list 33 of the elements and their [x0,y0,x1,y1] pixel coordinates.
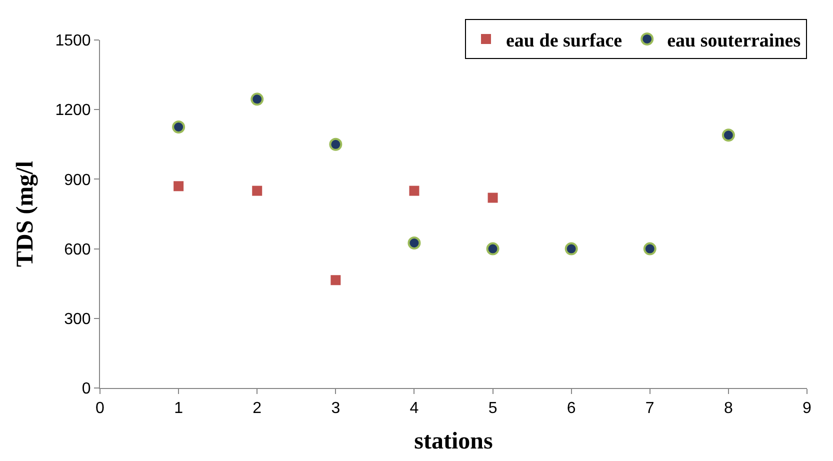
point [564,242,578,256]
x-axis-title: stations [414,428,493,454]
point [722,128,735,142]
y-axis-title: TDS (mg/l [12,160,38,268]
point [172,120,186,134]
point [329,138,342,151]
y-tick-label: 600 [64,241,91,258]
x-tick-label: 2 [252,400,262,418]
y-tick-label: 1500 [55,32,91,50]
point [408,236,421,250]
x-tick-label: 4 [410,400,419,418]
x-tick-label: 0 [96,400,105,418]
y-tick-label: 900 [64,172,91,189]
x-tick-label: 1 [174,400,184,418]
legend-label: eau de surface [506,30,622,52]
y-tick-label: 0 [82,380,91,398]
x-tick-label: 5 [488,400,498,418]
x-tick-label: 6 [566,400,576,418]
point [252,186,262,196]
point [330,275,341,286]
point [486,242,500,256]
point [409,186,420,196]
legend-label: eau souterraines [667,30,801,52]
point [488,192,498,203]
y-tick-label: 1200 [55,102,91,120]
point [250,92,264,106]
x-tick-label: 9 [802,400,812,418]
point [174,181,184,192]
x-tick-label: 8 [724,400,733,418]
y-tick-label: 300 [64,311,91,328]
x-tick-label: 7 [645,400,654,418]
point [643,242,656,256]
x-tick-label: 3 [331,400,340,418]
